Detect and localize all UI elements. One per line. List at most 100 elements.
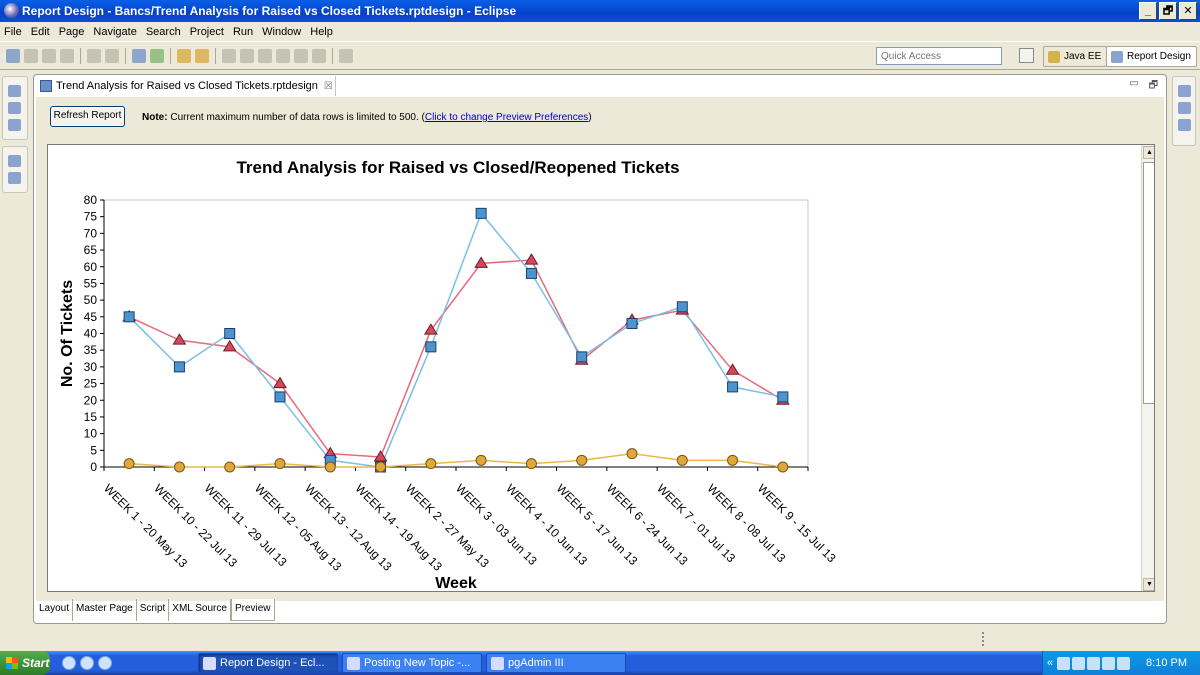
tray-shield-icon[interactable] xyxy=(1087,656,1101,670)
menu-help[interactable]: Help xyxy=(310,25,333,38)
menu-run[interactable]: Run xyxy=(232,25,254,38)
back-icon[interactable] xyxy=(258,49,272,63)
outline-icon[interactable] xyxy=(8,102,21,114)
properties-icon[interactable] xyxy=(1178,119,1191,131)
show-desktop-icon[interactable] xyxy=(62,656,76,670)
task-browser[interactable]: Posting New Topic -... xyxy=(342,653,482,673)
start-button[interactable]: Start xyxy=(0,651,50,675)
left-trim-stack xyxy=(2,76,28,204)
y-tick-label: 50 xyxy=(84,293,98,307)
report-editor: Trend Analysis for Raised vs Closed Tick… xyxy=(33,74,1167,624)
note-text: Current maximum number of data rows is l… xyxy=(167,112,425,123)
save-icon[interactable] xyxy=(24,49,38,63)
eclipse-icon xyxy=(203,656,216,670)
maximize-editor-icon[interactable]: 🗗 xyxy=(1148,80,1158,91)
pencil-icon[interactable] xyxy=(195,49,209,63)
trim-group-top xyxy=(2,76,28,140)
x-tick-label: WEEK 10 - 22 Jul 13 xyxy=(151,481,240,570)
quick-launch xyxy=(62,656,112,670)
data-point-triangle xyxy=(423,323,438,335)
menu-page[interactable]: Page xyxy=(58,25,85,38)
tab-master-page[interactable]: Master Page xyxy=(73,599,137,621)
preview-preferences-link[interactable]: Click to change Preview Preferences xyxy=(424,112,589,123)
menu-search[interactable]: Search xyxy=(145,25,181,38)
trim-group-bottom xyxy=(2,146,28,193)
perspective-report-design-button[interactable]: Report Design xyxy=(1106,46,1197,67)
undo-icon[interactable] xyxy=(87,49,101,63)
data-point-square xyxy=(676,301,688,313)
y-tick-label: 20 xyxy=(84,393,98,407)
tray-expand-icon[interactable]: « xyxy=(1047,657,1054,669)
open-perspective-icon[interactable] xyxy=(1019,48,1034,63)
redo-icon[interactable] xyxy=(105,49,119,63)
tab-layout[interactable]: Layout xyxy=(36,599,74,621)
forward-dropdown-icon[interactable] xyxy=(312,49,326,63)
menu-project[interactable]: Project xyxy=(189,25,224,38)
data-point-square xyxy=(576,351,588,363)
close-button[interactable]: ✕ xyxy=(1179,2,1197,20)
right-trim-stack xyxy=(1172,76,1196,146)
scroll-up-icon[interactable]: ▲ xyxy=(1143,146,1154,159)
run-icon[interactable] xyxy=(150,49,164,63)
y-tick-label: 45 xyxy=(84,310,98,324)
menu-file[interactable]: File xyxy=(4,25,22,38)
scroll-down-icon[interactable]: ▼ xyxy=(1143,578,1154,591)
tray-monitor-icon[interactable] xyxy=(1117,656,1131,670)
restore-view-icon[interactable] xyxy=(1178,85,1191,97)
scrollbar-thumb[interactable] xyxy=(1143,162,1154,404)
tab-preview[interactable]: Preview xyxy=(230,599,275,621)
forward-icon[interactable] xyxy=(294,49,308,63)
status-bar-grip[interactable] xyxy=(982,632,984,646)
tab-script[interactable]: Script xyxy=(137,599,170,621)
tray-network-icon[interactable] xyxy=(1102,656,1116,670)
next-annotation-icon[interactable] xyxy=(222,49,236,63)
window-title-bar[interactable]: Report Design - Bancs/Trend Analysis for… xyxy=(0,0,1200,22)
report-design-icon xyxy=(1111,50,1123,63)
data-point-triangle xyxy=(474,256,489,268)
minimize-button[interactable]: _ xyxy=(1139,2,1157,20)
restore-view-icon[interactable] xyxy=(8,85,21,97)
data-point-circle xyxy=(727,454,739,466)
tab-xml-source[interactable]: XML Source xyxy=(169,599,231,621)
open-folder-icon[interactable] xyxy=(177,49,191,63)
save-all-icon[interactable] xyxy=(42,49,56,63)
task-pgadmin[interactable]: pgAdmin III xyxy=(486,653,626,673)
quick-access-input[interactable] xyxy=(876,47,1002,65)
navigator-icon[interactable] xyxy=(8,172,21,184)
restore-button[interactable]: 🗗 xyxy=(1159,2,1177,20)
window-title: Report Design - Bancs/Trend Analysis for… xyxy=(22,4,517,18)
media-player-icon[interactable] xyxy=(98,656,112,670)
tray-app-icon[interactable] xyxy=(1072,656,1086,670)
tray-app-icon[interactable] xyxy=(1057,656,1071,670)
back-dropdown-icon[interactable] xyxy=(276,49,290,63)
menu-navigate[interactable]: Navigate xyxy=(93,25,137,38)
minimize-editor-icon[interactable]: ▭ xyxy=(1129,78,1139,89)
perspective-java-ee-button[interactable]: Java EE xyxy=(1043,46,1108,67)
close-tab-icon[interactable]: ☒ xyxy=(323,80,333,92)
print-icon[interactable] xyxy=(60,49,74,63)
editor-tab[interactable]: Trend Analysis for Raised vs Closed Tick… xyxy=(36,76,336,96)
menu-edit[interactable]: Edit xyxy=(30,25,50,38)
toolbar-separator xyxy=(332,48,333,64)
restore-view-icon[interactable] xyxy=(8,155,21,167)
x-axis-label: Week xyxy=(435,575,477,592)
refresh-report-button[interactable]: Refresh Report xyxy=(50,106,125,127)
y-tick-label: 25 xyxy=(84,377,98,391)
new-icon[interactable] xyxy=(6,49,20,63)
previous-annotation-icon[interactable] xyxy=(240,49,254,63)
palette-icon[interactable] xyxy=(1178,102,1191,114)
menu-bar: File Edit Page Navigate Search Project R… xyxy=(0,22,1200,41)
preview-note: Note: Current maximum number of data row… xyxy=(142,112,592,123)
data-point-circle xyxy=(224,461,236,473)
data-point-circle xyxy=(274,458,286,470)
y-tick-label: 5 xyxy=(90,443,97,457)
vertical-scrollbar[interactable]: ▲ ▼ xyxy=(1141,145,1154,591)
pin-editor-icon[interactable] xyxy=(339,49,353,63)
data-explorer-icon[interactable] xyxy=(8,119,21,131)
web-preview-icon[interactable] xyxy=(132,49,146,63)
task-eclipse[interactable]: Report Design - Ecl... xyxy=(198,653,338,673)
data-point-triangle xyxy=(273,376,287,389)
menu-window[interactable]: Window xyxy=(262,25,302,38)
x-tick-label: WEEK 14 - 19 Aug 13 xyxy=(352,481,445,574)
internet-explorer-icon[interactable] xyxy=(80,656,94,670)
